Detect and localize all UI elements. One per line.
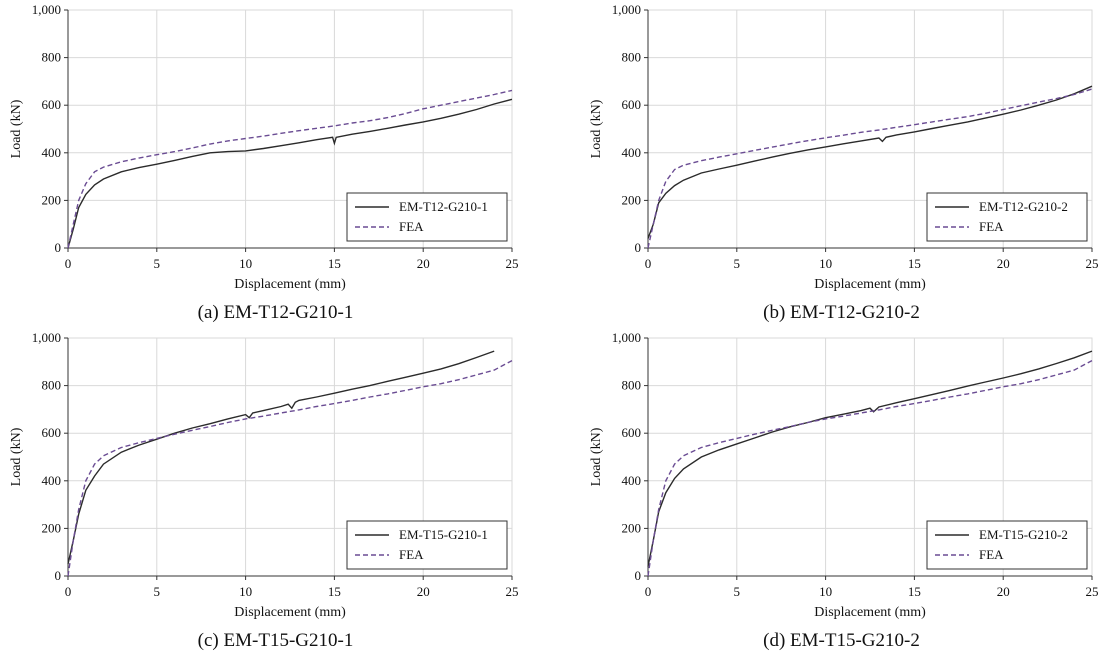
legend-label: EM-T12-G210-2: [979, 199, 1068, 214]
x-axis-title: Displacement (mm): [234, 605, 346, 620]
y-tick-label: 1,000: [612, 330, 641, 345]
legend-label: EM-T15-G210-2: [979, 527, 1068, 542]
legend-box: [926, 520, 1088, 570]
x-tick-label: 5: [734, 256, 741, 271]
panel-d: 0 5 10 15 20 25 0 200 400 600 800 1,000 Displacement…: [580, 328, 1103, 656]
legend-box: [926, 192, 1088, 242]
caption-a: (a) EM-T12-G210-1: [197, 302, 354, 323]
caption-c: (c) EM-T15-G210-1: [197, 630, 354, 651]
x-tick-label: 15: [328, 256, 341, 271]
x-tick-label: 0: [65, 256, 72, 271]
x-tick-label: 10: [239, 584, 252, 599]
y-tick-label: 1,000: [32, 330, 61, 345]
x-tick-label: 15: [328, 584, 341, 599]
legend-label: FEA: [399, 219, 424, 234]
x-tick-label: 5: [154, 256, 161, 271]
y-tick-label: 600: [42, 97, 62, 112]
x-axis-title: Displacement (mm): [234, 277, 346, 292]
x-tick-label: 0: [645, 584, 652, 599]
y-tick-label: 0: [635, 240, 642, 255]
legend-label: FEA: [399, 547, 424, 562]
y-tick-label: 600: [42, 425, 62, 440]
y-tick-label: 800: [622, 378, 642, 393]
chart-a: 0 5 10 15 20 25 0 200 400 600 800 1,000 Displacement…: [9, 2, 519, 292]
y-tick-label: 1,000: [32, 2, 61, 17]
x-tick-label: 25: [506, 584, 519, 599]
legend-box: [346, 192, 508, 242]
y-tick-label: 600: [622, 425, 642, 440]
chart-b: 0 5 10 15 20 25 0 200 400 600 800 1,000 Displacement…: [589, 2, 1099, 292]
test-series-line: [67, 350, 495, 565]
x-tick-label: 20: [997, 584, 1010, 599]
x-tick-label: 10: [239, 256, 252, 271]
legend: EM-T12-G210-1 FEA: [346, 192, 508, 242]
y-tick-label: 200: [42, 520, 62, 535]
x-axis-title: Displacement (mm): [814, 277, 926, 292]
test-series-line: [647, 350, 1093, 567]
y-axis-title: Load (kN): [589, 99, 604, 158]
panel-a: 0 5 10 15 20 25 0 200 400 600 800 1,000 Displacement…: [0, 0, 551, 328]
x-tick-label: 25: [1086, 256, 1099, 271]
y-tick-label: 400: [42, 473, 62, 488]
x-tick-label: 5: [734, 584, 741, 599]
x-tick-label: 10: [819, 256, 832, 271]
y-tick-label: 1,000: [612, 2, 641, 17]
caption-d: (d) EM-T15-G210-2: [763, 630, 920, 651]
y-tick-label: 200: [622, 520, 642, 535]
fea-series-line: [647, 88, 1093, 249]
test-series-line: [647, 85, 1093, 239]
x-tick-label: 25: [1086, 584, 1099, 599]
y-tick-label: 400: [42, 145, 62, 160]
x-tick-label: 20: [417, 584, 430, 599]
y-tick-label: 800: [42, 50, 62, 65]
fea-series-line: [67, 359, 513, 577]
x-tick-label: 20: [997, 256, 1010, 271]
legend: EM-T15-G210-1 FEA: [346, 520, 508, 570]
legend: EM-T12-G210-2 FEA: [926, 192, 1088, 242]
x-axis-title: Displacement (mm): [814, 605, 926, 620]
x-tick-label: 20: [417, 256, 430, 271]
y-tick-label: 800: [622, 50, 642, 65]
x-tick-label: 5: [154, 584, 161, 599]
y-axis-title: Load (kN): [589, 427, 604, 486]
y-tick-label: 800: [42, 378, 62, 393]
x-tick-label: 25: [506, 256, 519, 271]
y-tick-label: 200: [42, 192, 62, 207]
legend: EM-T15-G210-2 FEA: [926, 520, 1088, 570]
y-tick-label: 400: [622, 145, 642, 160]
legend-label: EM-T15-G210-1: [399, 527, 488, 542]
test-series-line: [67, 98, 513, 249]
panel-c: 0 5 10 15 20 25 0 200 400 600 800 1,000 Displacement…: [0, 328, 551, 656]
legend-label: FEA: [979, 219, 1004, 234]
fea-series-line: [67, 89, 513, 249]
legend-box: [346, 520, 508, 570]
legend-label: FEA: [979, 547, 1004, 562]
panel-b: 0 5 10 15 20 25 0 200 400 600 800 1,000 Displacement…: [580, 0, 1103, 328]
x-tick-label: 0: [65, 584, 72, 599]
y-axis-title: Load (kN): [9, 427, 24, 486]
chart-c: 0 5 10 15 20 25 0 200 400 600 800 1,000 Displacement…: [9, 330, 519, 620]
y-tick-label: 0: [55, 240, 62, 255]
fea-series-line: [647, 359, 1093, 577]
x-tick-label: 10: [819, 584, 832, 599]
y-axis-title: Load (kN): [9, 99, 24, 158]
caption-b: (b) EM-T12-G210-2: [763, 302, 920, 323]
y-tick-label: 0: [635, 568, 642, 583]
y-tick-label: 0: [55, 568, 62, 583]
y-tick-label: 400: [622, 473, 642, 488]
x-tick-label: 15: [908, 256, 921, 271]
legend-label: EM-T12-G210-1: [399, 199, 488, 214]
x-tick-label: 0: [645, 256, 652, 271]
x-tick-label: 15: [908, 584, 921, 599]
chart-d: 0 5 10 15 20 25 0 200 400 600 800 1,000 Displacement…: [589, 330, 1099, 620]
y-tick-label: 600: [622, 97, 642, 112]
y-tick-label: 200: [622, 192, 642, 207]
